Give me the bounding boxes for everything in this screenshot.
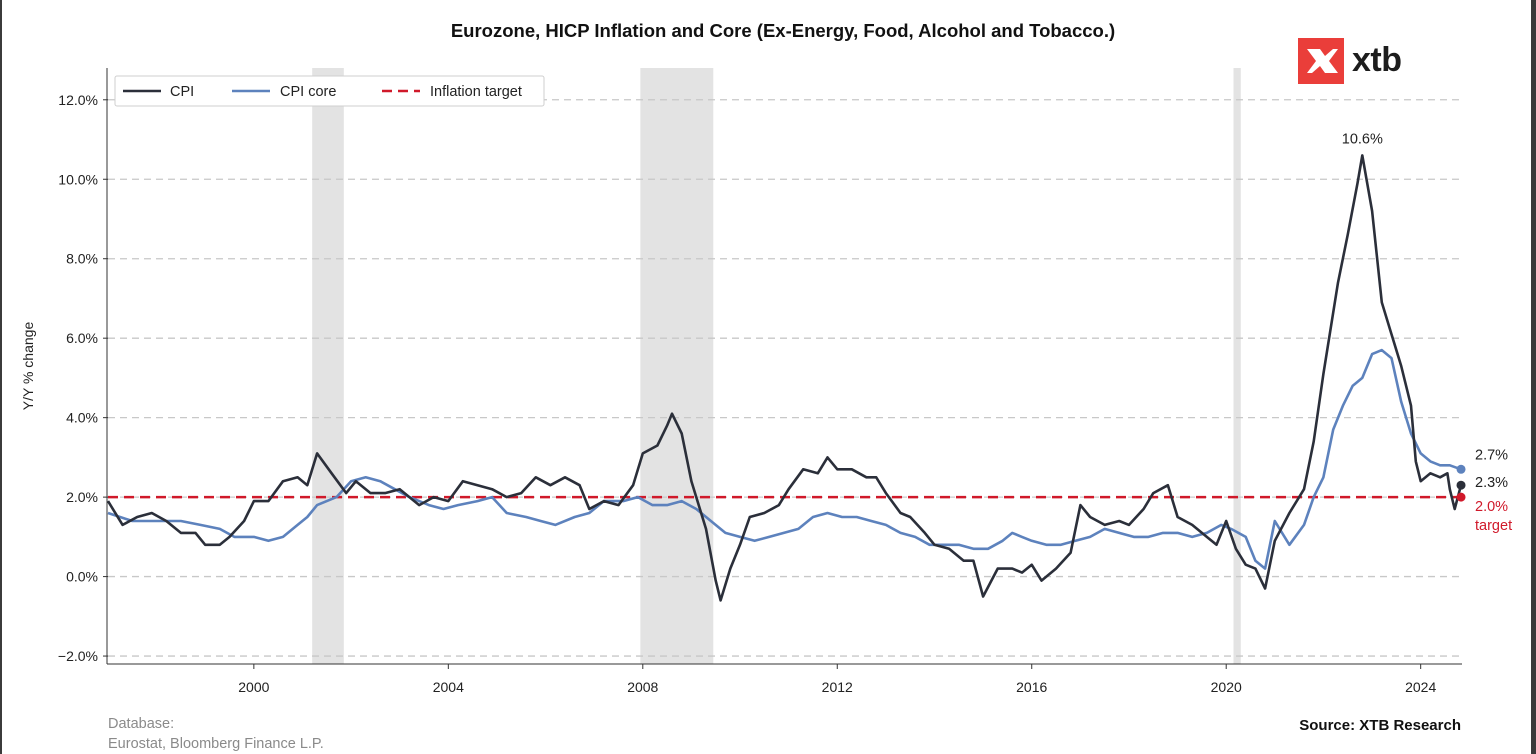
y-tick-label: −2.0%: [58, 648, 98, 664]
recession-band: [312, 68, 344, 664]
legend: CPI CPI core Inflation target: [114, 75, 545, 107]
xtb-x-icon: [1307, 49, 1338, 73]
recession-band: [640, 68, 714, 664]
y-tick-label: 10.0%: [58, 171, 98, 187]
recession-band: [1233, 68, 1241, 664]
x-tick-label: 2008: [627, 679, 658, 695]
y-tick-label: 6.0%: [66, 330, 98, 346]
target-word-label: target: [1475, 518, 1512, 534]
legend-label-cpi: CPI: [170, 84, 194, 100]
y-axis-label: Y/Y % change: [20, 322, 36, 411]
cpi-latest-label: 2.3%: [1475, 475, 1508, 491]
xtb-logo-text: xtb: [1352, 41, 1402, 79]
y-tick-label: 12.0%: [58, 92, 98, 108]
y-tick-label: 4.0%: [66, 410, 98, 426]
y-tick-label: 2.0%: [66, 489, 98, 505]
x-tick-label: 2016: [1016, 679, 1047, 695]
peak-annotation: 10.6%: [1342, 131, 1383, 147]
cpi-core-end-point: [1456, 464, 1466, 474]
y-tick-label: 0.0%: [66, 569, 98, 585]
x-tick-label: 2024: [1405, 679, 1436, 695]
y-tick-label: 8.0%: [66, 251, 98, 267]
legend-label-cpi-core: CPI core: [280, 84, 336, 100]
footer-database-sources: Eurostat, Bloomberg Finance L.P.: [108, 736, 324, 752]
series-line-cpi: [106, 154, 1463, 602]
x-tick-label: 2004: [433, 679, 464, 695]
footer-source: Source: XTB Research: [1299, 717, 1461, 734]
footer-database-label: Database:: [108, 716, 174, 732]
x-tick-label: 2012: [822, 679, 853, 695]
target-value-label: 2.0%: [1475, 499, 1508, 515]
legend-box: [114, 75, 545, 107]
xtb-logo: xtb: [1298, 38, 1402, 84]
cpi-end-point: [1456, 480, 1466, 490]
cpi-core-latest-label: 2.7%: [1475, 447, 1508, 463]
x-tick-label: 2020: [1211, 679, 1242, 695]
chart-title: Eurozone, HICP Inflation and Core (Ex-En…: [451, 20, 1115, 41]
target-end-point: [1456, 492, 1466, 502]
legend-label-target: Inflation target: [430, 84, 522, 100]
series-line-cpi-core: [107, 348, 1462, 570]
x-tick-label: 2000: [238, 679, 269, 695]
